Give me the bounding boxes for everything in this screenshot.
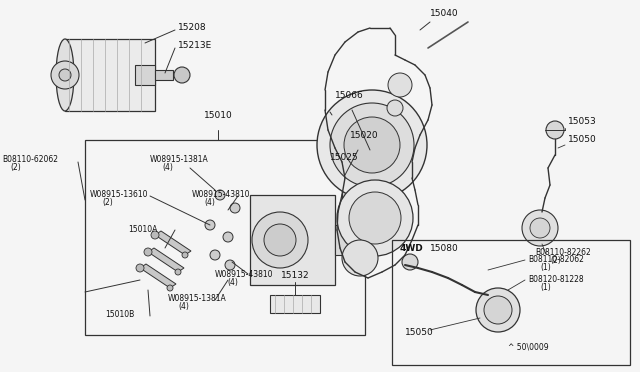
Text: (4): (4) bbox=[227, 278, 238, 287]
Text: 15020: 15020 bbox=[350, 131, 379, 140]
Text: 15025: 15025 bbox=[330, 153, 358, 162]
Circle shape bbox=[223, 232, 233, 242]
Bar bbox=[250, 195, 335, 285]
Text: B08120-81228: B08120-81228 bbox=[528, 275, 584, 284]
Circle shape bbox=[210, 250, 220, 260]
Text: B08110-62062: B08110-62062 bbox=[2, 155, 58, 164]
Circle shape bbox=[346, 188, 382, 224]
Circle shape bbox=[51, 61, 79, 89]
Circle shape bbox=[354, 196, 374, 216]
Text: 4WD: 4WD bbox=[400, 244, 424, 253]
Circle shape bbox=[344, 117, 400, 173]
Text: (2): (2) bbox=[102, 198, 113, 207]
Circle shape bbox=[484, 296, 512, 324]
Circle shape bbox=[374, 196, 394, 216]
Bar bbox=[65, 39, 155, 111]
Text: W08915-1381A: W08915-1381A bbox=[150, 155, 209, 164]
Text: 15050: 15050 bbox=[405, 328, 434, 337]
Bar bbox=[335, 225, 353, 255]
Circle shape bbox=[136, 264, 144, 272]
Text: 15066: 15066 bbox=[335, 91, 364, 100]
Circle shape bbox=[144, 248, 152, 256]
Text: (4): (4) bbox=[178, 302, 189, 311]
Text: (4): (4) bbox=[204, 198, 215, 207]
Text: B08110-82062: B08110-82062 bbox=[528, 255, 584, 264]
Circle shape bbox=[402, 254, 418, 270]
Circle shape bbox=[546, 121, 564, 139]
Text: (2): (2) bbox=[550, 256, 561, 265]
Circle shape bbox=[522, 210, 558, 246]
Circle shape bbox=[337, 180, 413, 256]
Bar bbox=[135, 65, 155, 85]
Circle shape bbox=[330, 103, 414, 187]
Circle shape bbox=[387, 100, 403, 116]
Text: ^ 50\0009: ^ 50\0009 bbox=[508, 343, 548, 352]
Circle shape bbox=[151, 231, 159, 239]
Circle shape bbox=[349, 192, 401, 244]
Circle shape bbox=[225, 260, 235, 270]
Text: W08915-13610: W08915-13610 bbox=[90, 190, 148, 199]
Text: (1): (1) bbox=[540, 283, 551, 292]
Circle shape bbox=[317, 90, 427, 200]
Text: 15080: 15080 bbox=[430, 244, 459, 253]
Circle shape bbox=[175, 269, 181, 275]
Polygon shape bbox=[140, 264, 176, 288]
Text: (4): (4) bbox=[162, 163, 173, 172]
Polygon shape bbox=[148, 248, 184, 272]
Circle shape bbox=[167, 285, 173, 291]
Text: 15010A: 15010A bbox=[128, 225, 157, 234]
Text: 15132: 15132 bbox=[281, 271, 309, 280]
Bar bbox=[155, 70, 173, 80]
Text: 15208: 15208 bbox=[178, 23, 207, 32]
Text: (2): (2) bbox=[10, 163, 20, 172]
Circle shape bbox=[388, 73, 412, 97]
Bar bbox=[392, 240, 630, 365]
Circle shape bbox=[476, 288, 520, 332]
Circle shape bbox=[174, 67, 190, 83]
Circle shape bbox=[230, 203, 240, 213]
Text: 15010: 15010 bbox=[204, 111, 232, 120]
Text: 15213E: 15213E bbox=[178, 42, 212, 51]
Ellipse shape bbox=[56, 39, 74, 111]
Bar bbox=[270, 295, 320, 313]
Text: 15040: 15040 bbox=[430, 9, 459, 18]
Text: W08915-43810: W08915-43810 bbox=[215, 270, 273, 279]
Text: 15010B: 15010B bbox=[105, 310, 134, 319]
Text: W08915-43810: W08915-43810 bbox=[192, 190, 250, 199]
Circle shape bbox=[182, 252, 188, 258]
Circle shape bbox=[215, 190, 225, 200]
Text: 15050: 15050 bbox=[568, 135, 596, 144]
Bar bbox=[342, 178, 402, 233]
Bar bbox=[85, 140, 365, 335]
Text: (1): (1) bbox=[540, 263, 551, 272]
Circle shape bbox=[342, 240, 378, 276]
Polygon shape bbox=[155, 231, 191, 255]
Text: 15053: 15053 bbox=[568, 118, 596, 126]
Text: W08915-1381A: W08915-1381A bbox=[168, 294, 227, 303]
Circle shape bbox=[264, 224, 296, 256]
Circle shape bbox=[59, 69, 71, 81]
Circle shape bbox=[530, 218, 550, 238]
Circle shape bbox=[252, 212, 308, 268]
Text: B08110-82262: B08110-82262 bbox=[535, 248, 591, 257]
Circle shape bbox=[205, 220, 215, 230]
